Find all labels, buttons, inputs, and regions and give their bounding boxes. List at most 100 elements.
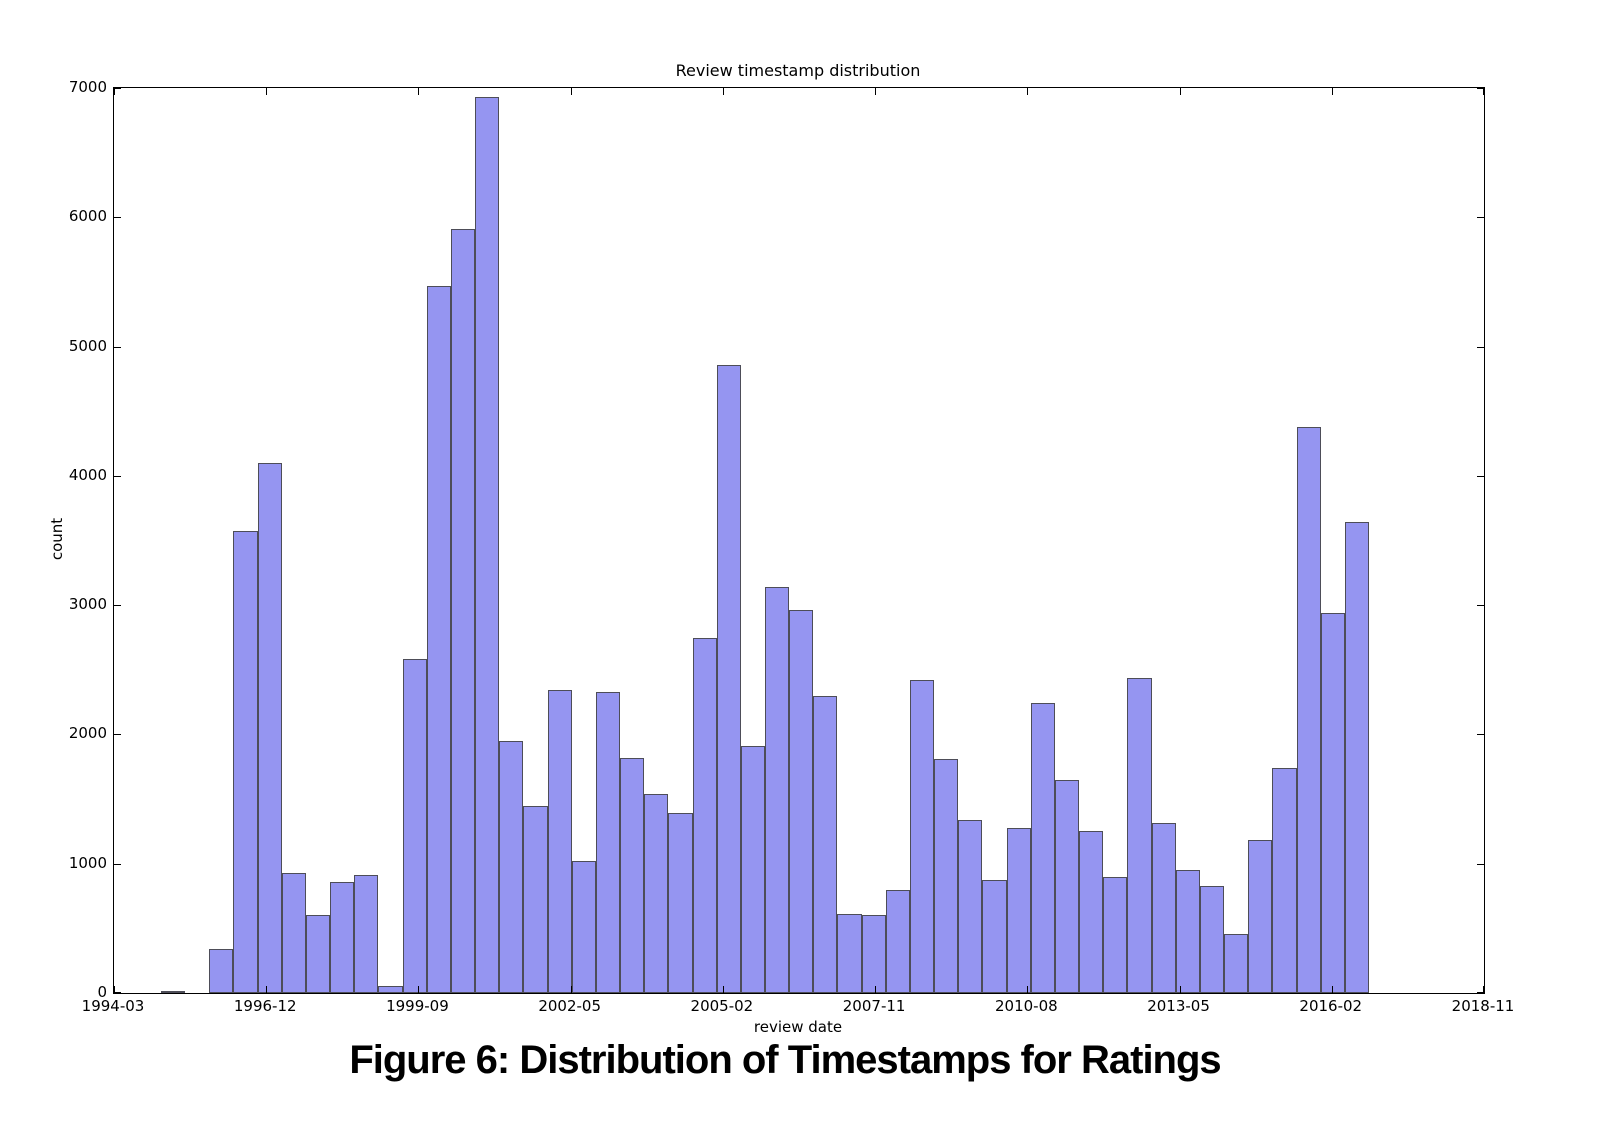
x-tick-mark [418,88,420,95]
y-tick-mark [1477,88,1484,89]
histogram-bar [523,805,548,993]
histogram-bar [233,530,258,993]
y-tick-label: 3000 [68,595,107,614]
x-tick-label: 2018-11 [1451,997,1515,1015]
y-tick-label: 5000 [68,336,107,355]
histogram-bar [1151,823,1176,993]
histogram-bar [257,462,282,993]
histogram-bar [402,659,427,993]
histogram-bar [1248,839,1273,993]
histogram-bar [1224,934,1249,993]
x-tick-mark [1483,88,1484,95]
histogram-bar [426,286,451,993]
figure-caption: Figure 6: Distribution of Timestamps for… [349,1038,1221,1082]
x-tick-mark [1179,88,1181,95]
x-tick-mark [1483,986,1484,993]
histogram-bar [499,740,524,993]
histogram-bar [330,882,355,993]
x-tick-label: 2013-05 [1147,997,1210,1015]
y-tick-mark [114,605,121,607]
y-tick-mark [114,992,121,993]
histogram-bar [354,875,379,993]
y-tick-label: 1000 [68,853,107,872]
y-tick-mark [114,217,121,219]
y-tick-mark [114,475,121,477]
histogram-bar [378,985,403,993]
plot-area [113,87,1485,994]
x-tick-mark [722,88,724,95]
x-tick-mark [1027,88,1029,95]
histogram-bar [595,691,621,993]
histogram-bar [1006,827,1031,993]
histogram-bar [1344,521,1369,993]
histogram-bar [1296,426,1321,993]
y-tick-label: 7000 [68,78,107,96]
histogram-bar [909,680,935,993]
y-tick-mark [1477,475,1484,477]
histogram-bar [885,889,910,993]
histogram-bar [1272,768,1297,993]
y-tick-label: 2000 [68,724,107,743]
histogram-bar [1175,869,1200,993]
y-tick-mark [1477,992,1484,993]
histogram-bar [547,689,572,993]
x-tick-mark [418,986,420,993]
y-tick-label: 0 [97,983,107,1001]
x-tick-mark [114,88,115,95]
x-tick-mark [722,986,724,993]
x-tick-mark [1331,986,1333,993]
x-tick-mark [570,986,572,993]
histogram-bar [160,991,186,993]
histogram-bar [692,638,717,993]
y-tick-mark [1477,605,1484,607]
x-tick-label: 2007-11 [842,997,906,1015]
histogram-bar [982,879,1007,993]
histogram-bar [1054,779,1080,993]
x-tick-mark [266,986,268,993]
histogram-bar [475,97,500,993]
histogram-bar [450,228,476,993]
histogram-bar [958,820,983,993]
x-tick-label: 2016-02 [1299,997,1363,1015]
y-tick-mark [114,346,121,348]
x-tick-label: 2005-02 [690,997,754,1015]
y-tick-mark [114,734,121,736]
y-tick-label: 4000 [68,465,107,484]
x-axis-label: review date [753,1018,843,1036]
x-tick-label: 1999-09 [386,997,449,1015]
histogram-bar [789,610,814,993]
y-tick-mark [1477,734,1484,736]
histogram-bar [861,915,886,993]
x-tick-mark [875,986,877,993]
histogram-bar [764,587,790,993]
histogram-bar [934,759,959,993]
histogram-bar [668,813,693,993]
histogram-bar [1199,885,1225,993]
histogram-bar [281,872,306,993]
histogram-bar [1320,612,1345,993]
x-tick-mark [266,88,268,95]
y-axis-label: count [48,517,66,561]
x-tick-mark [570,88,572,95]
y-tick-mark [114,88,121,89]
histogram-bar [620,758,645,993]
y-tick-mark [114,863,121,865]
histogram-bar [813,696,838,993]
histogram-bar [837,914,862,993]
x-tick-label: 1994-03 [81,997,145,1015]
histogram-bar [209,949,234,993]
histogram-bar [1079,830,1104,993]
x-tick-mark [1027,986,1029,993]
x-tick-mark [1179,986,1181,993]
histogram-bar [716,365,741,993]
histogram-bar [571,861,596,993]
histogram-bar [1127,677,1152,993]
histogram-bar [1030,703,1055,993]
histogram-bar [1103,876,1128,993]
x-tick-mark [875,88,877,95]
y-tick-label: 6000 [68,207,107,226]
histogram-bar [644,793,669,993]
x-tick-label: 1996-12 [233,997,297,1015]
x-tick-label: 2010-08 [994,997,1058,1015]
